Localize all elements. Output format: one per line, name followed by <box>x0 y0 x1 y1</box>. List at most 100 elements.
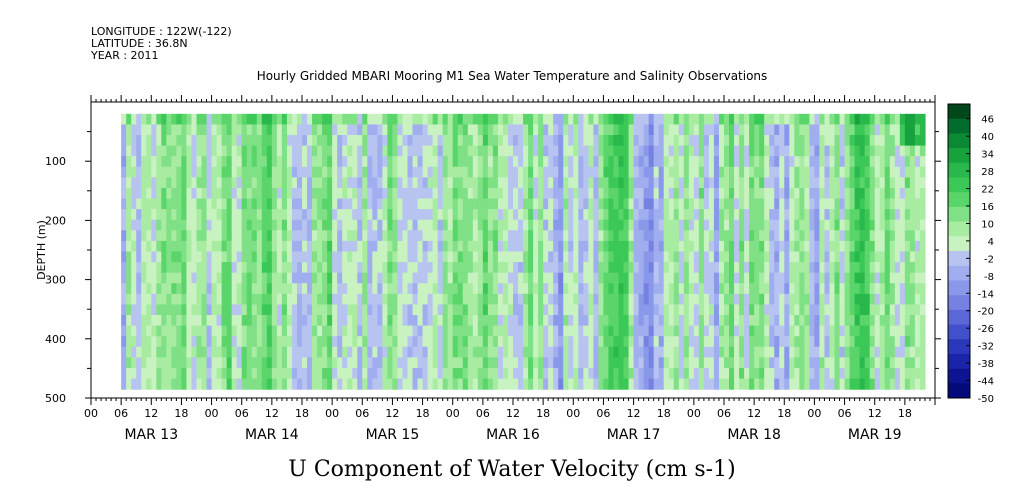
heatmap-cell <box>387 113 394 126</box>
heatmap-cell <box>663 346 670 358</box>
heatmap-cell <box>206 209 213 221</box>
heatmap-cell <box>482 346 489 358</box>
heatmap-cell <box>291 230 298 242</box>
heatmap-cell <box>332 177 338 189</box>
heatmap-cell <box>703 251 710 263</box>
heatmap-cell <box>663 240 670 253</box>
heatmap-cell <box>814 187 821 200</box>
heatmap-cell <box>497 166 504 178</box>
heatmap-cell <box>794 166 800 178</box>
heatmap-cell <box>201 304 208 316</box>
heatmap-cell <box>809 283 816 295</box>
heatmap-cell <box>894 113 901 126</box>
heatmap-cell <box>211 166 218 178</box>
heatmap-cell <box>216 304 223 316</box>
heatmap-cell <box>322 346 328 358</box>
heatmap-cell <box>573 124 579 136</box>
heatmap-cell <box>206 283 213 295</box>
heatmap-cell <box>528 166 534 178</box>
heatmap-cell <box>648 240 655 253</box>
heatmap-cell <box>593 135 599 147</box>
heatmap-cell <box>286 156 293 168</box>
heatmap-cell <box>216 209 223 221</box>
heatmap-cell <box>131 304 137 316</box>
heatmap-cell <box>563 378 569 390</box>
heatmap-cell <box>136 209 142 221</box>
heatmap-cell <box>769 357 775 369</box>
heatmap-cell <box>769 346 775 358</box>
heatmap-cell <box>176 304 183 316</box>
heatmap-cell <box>518 357 524 369</box>
heatmap-cell <box>543 304 549 316</box>
heatmap-cell <box>457 346 464 358</box>
heatmap-cell <box>507 187 514 200</box>
heatmap-cell <box>889 177 896 189</box>
heatmap-cell <box>814 209 821 221</box>
heatmap-cell <box>452 209 459 221</box>
heatmap-cell <box>844 156 851 168</box>
heatmap-cell <box>864 251 871 263</box>
heatmap-cell <box>412 357 419 369</box>
heatmap-cell <box>196 135 203 147</box>
heatmap-cell <box>708 240 715 253</box>
heatmap-cell <box>814 293 821 306</box>
heatmap-cell <box>583 367 589 380</box>
heatmap-cell <box>156 156 162 168</box>
heatmap-cell <box>342 315 348 327</box>
heatmap-cell <box>578 367 584 380</box>
heatmap-cell <box>407 283 414 295</box>
heatmap-cell <box>603 272 610 284</box>
heatmap-cell <box>231 113 238 126</box>
heatmap-cell <box>332 113 338 126</box>
heatmap-cell <box>513 251 519 263</box>
heatmap-cell <box>618 272 625 284</box>
heatmap-cell <box>724 357 730 369</box>
heatmap-cell <box>312 283 318 295</box>
heatmap-cell <box>698 209 705 221</box>
heatmap-cell <box>467 293 474 306</box>
heatmap-cell <box>452 240 459 253</box>
heatmap-cell <box>854 346 861 358</box>
heatmap-cell <box>849 251 856 263</box>
heatmap-cell <box>724 325 730 337</box>
heatmap-cell <box>412 166 419 178</box>
heatmap-cell <box>161 124 167 136</box>
heatmap-cell <box>518 367 524 380</box>
heatmap-cell <box>668 177 675 189</box>
heatmap-cell <box>337 272 343 284</box>
heatmap-cell <box>578 198 584 210</box>
heatmap-cell <box>593 251 599 263</box>
heatmap-cell <box>653 357 660 369</box>
heatmap-cell <box>603 177 610 189</box>
heatmap-cell <box>196 240 203 253</box>
heatmap-cell <box>131 124 137 136</box>
heatmap-cell <box>291 198 298 210</box>
heatmap-cell <box>221 135 228 147</box>
heatmap-cell <box>156 346 162 358</box>
heatmap-cell <box>909 262 916 274</box>
heatmap-cell <box>312 251 318 263</box>
heatmap-cell <box>678 177 685 189</box>
heatmap-cell <box>211 209 218 221</box>
heatmap-cell <box>909 113 916 126</box>
heatmap-cell <box>739 209 745 221</box>
heatmap-cell <box>211 187 218 200</box>
heatmap-cell <box>543 177 549 189</box>
heatmap-cell <box>623 272 630 284</box>
heatmap-cell <box>713 156 720 168</box>
heatmap-cell <box>181 272 188 284</box>
heatmap-cell <box>744 156 750 168</box>
heatmap-cell <box>502 240 509 253</box>
heatmap-cell <box>568 166 574 178</box>
heatmap-cell <box>342 336 348 348</box>
heatmap-cell <box>668 124 675 136</box>
heatmap-cell <box>261 209 268 221</box>
heatmap-cell <box>342 230 348 242</box>
heatmap-cell <box>864 219 871 231</box>
heatmap-cell <box>302 357 308 369</box>
heatmap-cell <box>553 304 559 316</box>
heatmap-cell <box>663 135 670 147</box>
heatmap-cell <box>713 304 720 316</box>
heatmap-cell <box>909 219 916 231</box>
heatmap-cell <box>518 124 524 136</box>
